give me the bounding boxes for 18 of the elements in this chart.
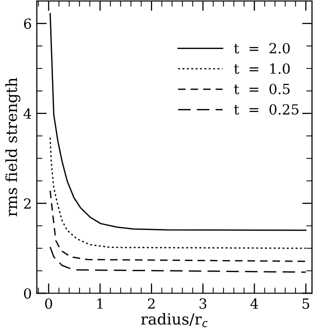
x-axis-title: radius/r$_{c}$ [141,312,208,328]
x-tick-label: 0 [45,298,52,309]
y-tick-label: 4 [24,108,32,119]
x-tick-label: 1 [97,298,103,309]
legend-label: t = 0.5 [234,84,290,94]
x-tick-label: 2 [148,298,155,309]
legend-label: t = 1.0 [234,63,290,74]
y-axis-title: rms field strength [5,78,20,216]
y-tick-label: 2 [24,198,31,209]
legend-label: t = 0.25 [234,104,298,115]
line-series [50,12,306,231]
legend-label: t = 2.0 [234,42,290,54]
line-series [50,190,306,262]
x-tick-label: 4 [250,298,258,309]
y-tick-label: 0 [24,288,32,299]
x-tick-label: 5 [302,298,310,309]
y-tick-label: 6 [24,18,32,29]
x-tick-label: 3 [200,298,206,309]
